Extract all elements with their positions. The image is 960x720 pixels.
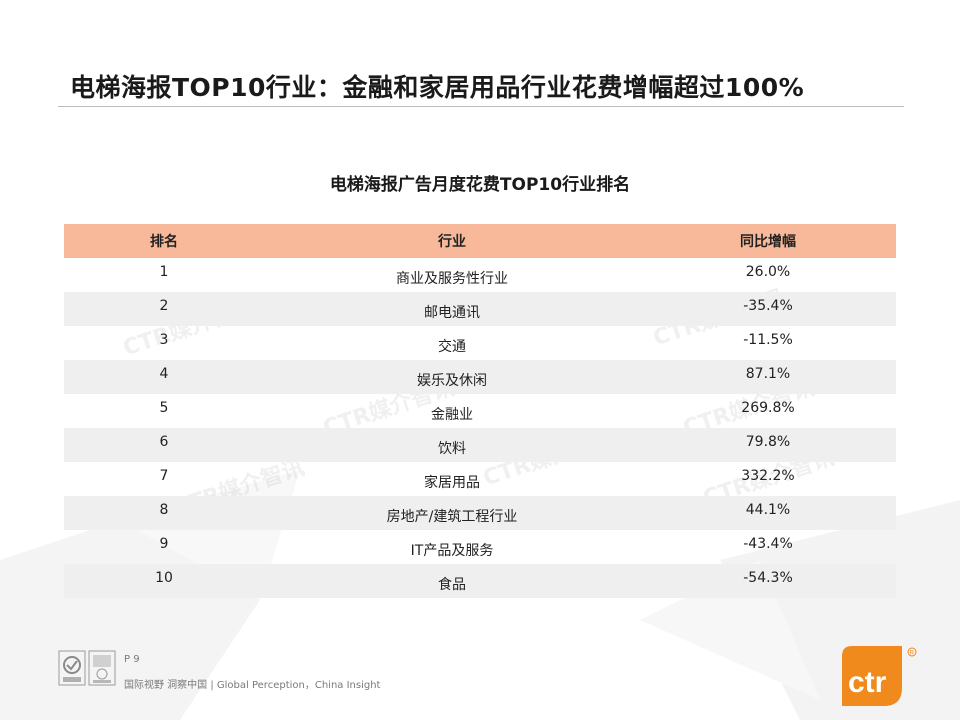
industry-cell: 家居用品: [424, 475, 480, 491]
industry-cell: 房地产/建筑工程行业: [386, 509, 518, 525]
industry-cell: 邮电通讯: [424, 305, 480, 321]
industry-cell: 娱乐及休闲: [417, 373, 487, 389]
table-row: 10 食品 -54.3%: [64, 564, 896, 598]
growth-cell: -11.5%: [743, 332, 793, 348]
header-growth: 同比增幅: [740, 234, 796, 250]
table-row: 2 邮电通讯 -35.4%: [64, 292, 896, 326]
table-header-row: 排名 行业 同比增幅: [64, 224, 896, 258]
growth-cell: -35.4%: [743, 298, 793, 314]
rank-cell: 4: [159, 366, 169, 382]
rank-cell: 1: [159, 264, 169, 280]
growth-cell: 26.0%: [745, 264, 791, 280]
ranking-table: 排名 行业 同比增幅 1 商业及服务性行业 26.0% 2 邮电通讯 -35.4…: [64, 224, 896, 598]
rank-cell: 10: [155, 570, 173, 586]
rank-cell: 7: [159, 468, 169, 484]
growth-cell: 87.1%: [745, 366, 791, 382]
rank-cell: 6: [159, 434, 169, 450]
table-row: 8 房地产/建筑工程行业 44.1%: [64, 496, 896, 530]
industry-cell: 饮料: [438, 441, 466, 457]
growth-cell: 79.8%: [745, 434, 791, 450]
industry-cell: 食品: [438, 577, 466, 593]
svg-text:R: R: [910, 651, 915, 657]
svg-text:ctr: ctr: [848, 666, 887, 699]
industry-cell: IT产品及服务: [410, 543, 494, 559]
header-industry: 行业: [438, 234, 466, 250]
ctr-logo: ctr R: [842, 646, 917, 706]
growth-cell: 44.1%: [745, 502, 791, 518]
header-rank: 排名: [150, 234, 178, 250]
footer-tagline: 国际视野 洞察中国 | Global Perception，China Insi…: [124, 680, 381, 691]
rank-cell: 2: [159, 298, 169, 314]
rank-cell: 5: [159, 400, 169, 416]
table-row: 5 金融业 269.8%: [64, 394, 896, 428]
page-number: P 9: [124, 654, 140, 665]
table-row: 7 家居用品 332.2%: [64, 462, 896, 496]
growth-cell: 332.2%: [741, 468, 795, 484]
slide-title: 电梯海报TOP10行业：金融和家居用品行业花费增幅超过100%: [70, 73, 805, 102]
industry-cell: 金融业: [431, 407, 473, 423]
growth-cell: 269.8%: [741, 400, 795, 416]
rank-cell: 3: [159, 332, 169, 348]
table-row: 9 IT产品及服务 -43.4%: [64, 530, 896, 564]
growth-cell: -43.4%: [743, 536, 793, 552]
industry-cell: 商业及服务性行业: [396, 271, 508, 287]
industry-cell: 交通: [438, 339, 466, 355]
growth-cell: -54.3%: [743, 570, 793, 586]
rank-cell: 9: [159, 536, 169, 552]
title-divider: [58, 106, 904, 107]
table-row: 4 娱乐及休闲 87.1%: [64, 360, 896, 394]
table-caption: 电梯海报广告月度花费TOP10行业排名: [329, 175, 631, 195]
certification-logos: [58, 650, 116, 686]
table-row: 1 商业及服务性行业 26.0%: [64, 258, 896, 292]
table-row: 6 饮料 79.8%: [64, 428, 896, 462]
table-row: 3 交通 -11.5%: [64, 326, 896, 360]
rank-cell: 8: [159, 502, 169, 518]
